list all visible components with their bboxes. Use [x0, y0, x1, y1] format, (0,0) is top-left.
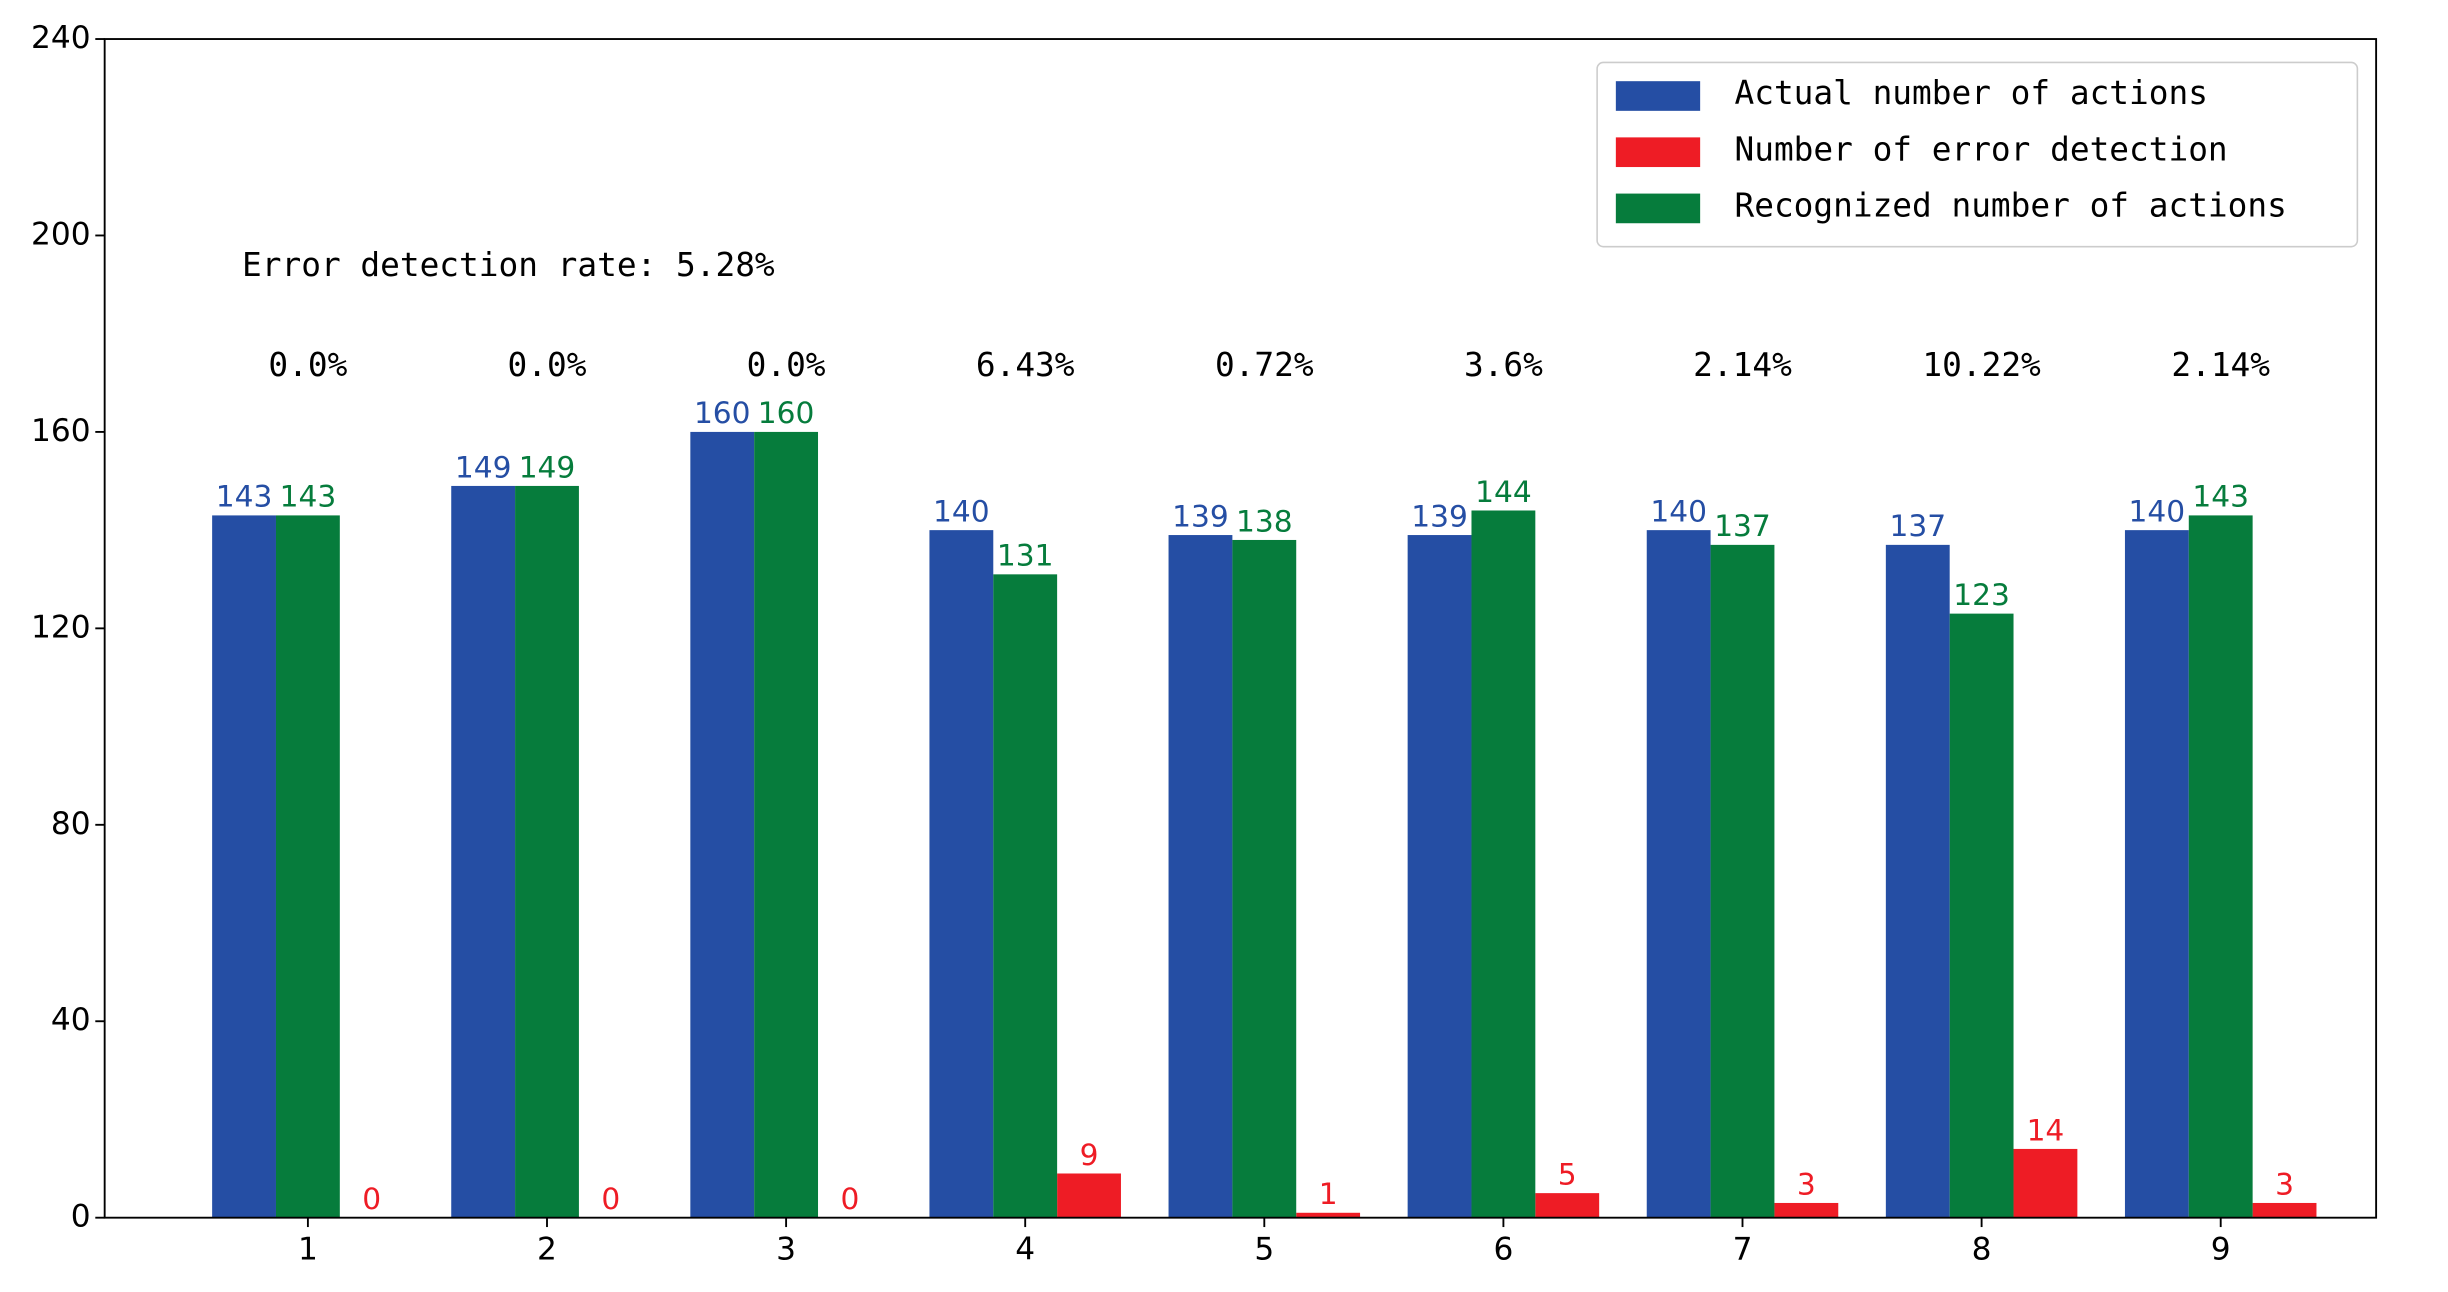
- value-label: 149: [455, 449, 512, 484]
- legend-swatch: [1615, 137, 1701, 168]
- x-tick-label: 1: [298, 1231, 318, 1267]
- value-label: 1: [1319, 1176, 1338, 1211]
- value-label: 140: [2129, 493, 2186, 528]
- bar: [690, 431, 755, 1218]
- value-label: 137: [1889, 508, 1946, 543]
- value-label: 123: [1953, 577, 2010, 612]
- x-tick-label: 8: [1972, 1231, 1992, 1267]
- bar: [1168, 535, 1233, 1218]
- legend-label: Actual number of actions: [1734, 74, 2207, 112]
- x-tick-label: 7: [1733, 1231, 1753, 1267]
- value-label: 0: [601, 1181, 620, 1216]
- bar: [1885, 544, 1950, 1218]
- legend-box: [1596, 61, 2359, 248]
- bar: [451, 485, 516, 1218]
- value-label: 143: [216, 479, 273, 514]
- group-label: 3.6%: [1464, 346, 1543, 384]
- group-label: 2.14%: [2171, 346, 2270, 384]
- y-tick-label: 0: [71, 1199, 91, 1235]
- group-label: 0.0%: [508, 346, 587, 384]
- annotation: Error detection rate: 5.28%: [242, 246, 775, 284]
- bar: [929, 530, 994, 1218]
- bar: [2252, 1202, 2317, 1218]
- x-tick-label: 4: [1015, 1231, 1035, 1267]
- value-label: 137: [1714, 508, 1771, 543]
- x-tick-label: 5: [1254, 1231, 1274, 1267]
- value-label: 160: [694, 395, 751, 430]
- value-label: 140: [933, 493, 990, 528]
- bar: [2013, 1148, 2078, 1218]
- bar: [1949, 613, 2014, 1218]
- value-label: 160: [758, 395, 815, 430]
- bar: [1535, 1193, 1600, 1218]
- plot-frame: [103, 38, 2378, 1219]
- y-tick-label: 40: [51, 1002, 91, 1038]
- y-tick-label: 240: [31, 20, 91, 56]
- bar: [2124, 530, 2189, 1218]
- group-label: 0.0%: [268, 346, 347, 384]
- legend-swatch: [1615, 193, 1701, 224]
- value-label: 131: [997, 538, 1054, 573]
- bar: [275, 515, 340, 1218]
- value-label: 3: [2275, 1166, 2294, 1201]
- bar: [1407, 535, 1472, 1218]
- value-label: 138: [1236, 503, 1293, 538]
- y-tick-label: 200: [31, 216, 91, 252]
- y-tick-label: 80: [51, 806, 91, 842]
- value-label: 140: [1650, 493, 1707, 528]
- value-label: 144: [1475, 474, 1532, 509]
- bar: [1471, 510, 1536, 1218]
- bar: [212, 515, 276, 1218]
- value-label: 143: [2192, 479, 2249, 514]
- value-label: 3: [1797, 1166, 1816, 1201]
- x-tick-label: 2: [537, 1231, 557, 1267]
- bar: [1232, 539, 1297, 1218]
- y-tick-label: 120: [31, 609, 91, 645]
- value-label: 149: [519, 449, 576, 484]
- bar: [1710, 544, 1775, 1218]
- value-label: 0: [841, 1181, 860, 1216]
- legend-swatch: [1615, 81, 1701, 111]
- x-tick-label: 6: [1493, 1231, 1513, 1267]
- group-label: 0.72%: [1215, 346, 1314, 384]
- x-tick-label: 3: [776, 1231, 796, 1267]
- bar: [1646, 530, 1711, 1218]
- value-label: 139: [1411, 498, 1468, 533]
- legend-label: Number of error detection: [1734, 130, 2227, 168]
- value-label: 5: [1558, 1156, 1577, 1191]
- value-label: 0: [362, 1181, 381, 1216]
- value-label: 139: [1172, 498, 1229, 533]
- bar: [754, 431, 819, 1218]
- bar: [993, 574, 1058, 1218]
- bar: [2188, 515, 2253, 1218]
- value-label: 14: [2027, 1112, 2065, 1147]
- y-tick-label: 160: [31, 413, 91, 449]
- legend-label: Recognized number of actions: [1734, 187, 2286, 225]
- bar: [1296, 1212, 1361, 1218]
- bar: [1057, 1173, 1121, 1218]
- value-label: 143: [280, 479, 337, 514]
- bar: [1774, 1202, 1839, 1218]
- group-label: 6.43%: [976, 346, 1075, 384]
- group-label: 2.14%: [1693, 346, 1792, 384]
- group-label: 0.0%: [747, 346, 826, 384]
- x-tick-label: 9: [2211, 1231, 2231, 1267]
- value-label: 9: [1080, 1137, 1099, 1172]
- bar: [515, 485, 579, 1218]
- group-label: 10.22%: [1922, 346, 2041, 384]
